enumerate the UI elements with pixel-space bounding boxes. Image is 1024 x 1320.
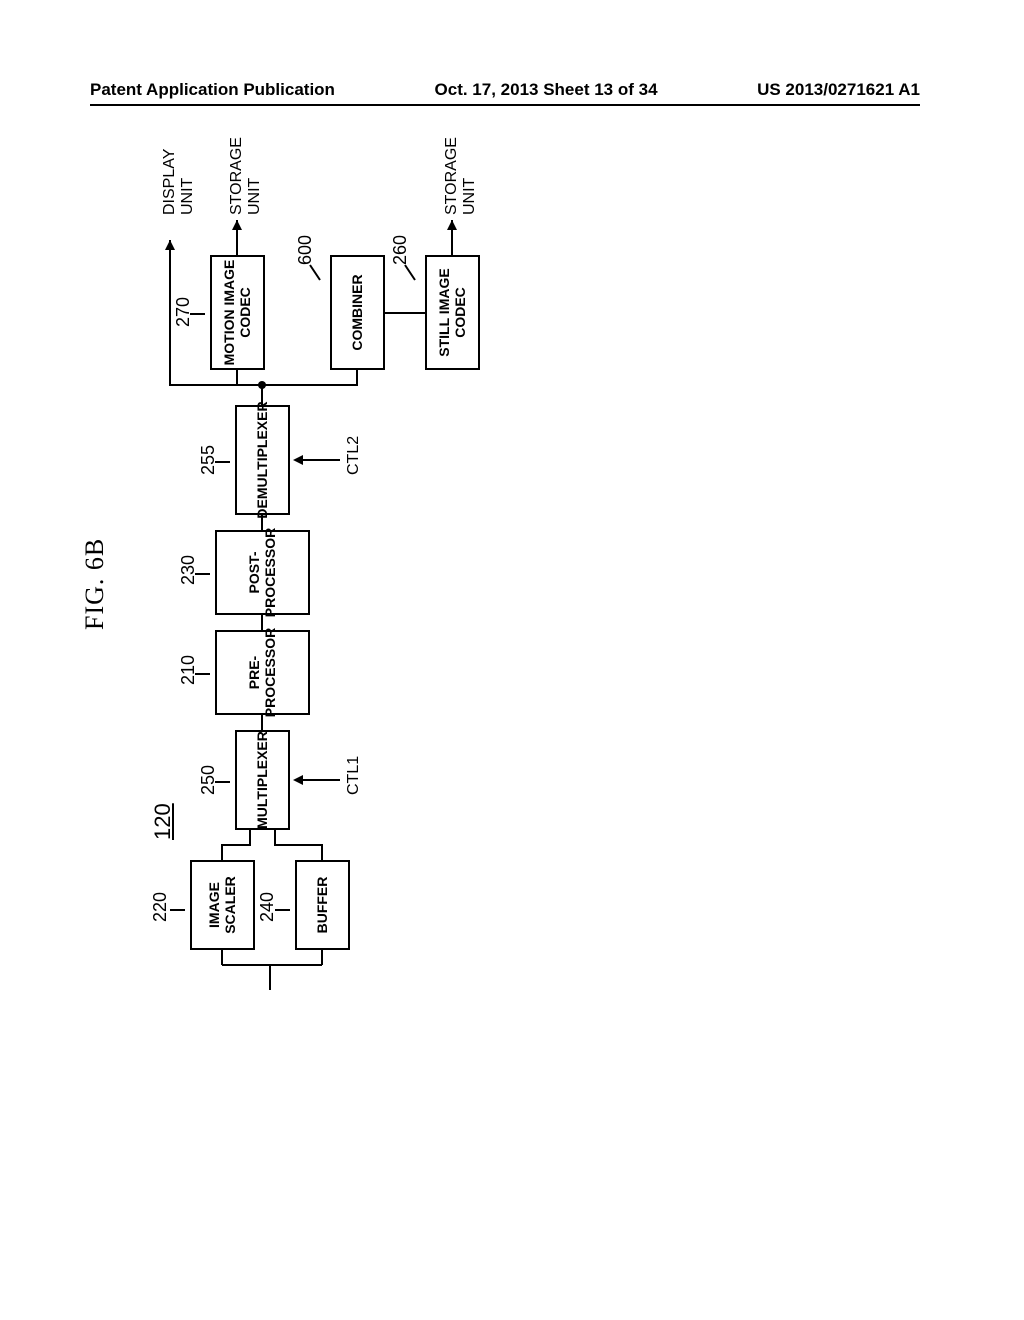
pre-processor-ref: 210	[178, 655, 199, 685]
motion-codec-block: MOTION IMAGE CODEC	[210, 255, 265, 370]
image-scaler-ref: 220	[150, 892, 171, 922]
ctl2-label: CTL2	[345, 436, 363, 475]
header-left: Patent Application Publication	[90, 80, 335, 100]
ctl1-label: CTL1	[345, 756, 363, 795]
storage-unit-2-label: STORAGE UNIT	[443, 137, 479, 215]
buffer-label: BUFFER	[315, 877, 330, 934]
post-processor-block: POST- PROCESSOR	[215, 530, 310, 615]
storage-unit-1-label: STORAGE UNIT	[228, 137, 264, 215]
pre-processor-label: PRE- PROCESSOR	[247, 628, 278, 717]
motion-codec-ref: 270	[173, 297, 194, 327]
page: Patent Application Publication Oct. 17, …	[90, 80, 920, 1200]
still-codec-block: STILL IMAGE CODEC	[425, 255, 480, 370]
header-right: US 2013/0271621 A1	[757, 80, 920, 100]
buffer-ref: 240	[257, 892, 278, 922]
diagram: FIG. 6B 120	[90, 180, 1024, 1010]
image-scaler-block: IMAGE SCALER	[190, 860, 255, 950]
multiplexer-block: MULTIPLEXER	[235, 730, 290, 830]
still-codec-label: STILL IMAGE CODEC	[437, 268, 468, 356]
demultiplexer-block: DEMULTIPLEXER	[235, 405, 290, 515]
combiner-block: COMBINER	[330, 255, 385, 370]
display-unit-label: DISPLAY UNIT	[161, 149, 197, 215]
post-processor-ref: 230	[178, 555, 199, 585]
motion-codec-label: MOTION IMAGE CODEC	[222, 260, 253, 366]
image-scaler-label: IMAGE SCALER	[207, 876, 238, 934]
pre-processor-block: PRE- PROCESSOR	[215, 630, 310, 715]
post-processor-label: POST- PROCESSOR	[247, 528, 278, 617]
multiplexer-label: MULTIPLEXER	[255, 731, 270, 829]
multiplexer-ref: 250	[198, 765, 219, 795]
demultiplexer-label: DEMULTIPLEXER	[255, 401, 270, 518]
page-header: Patent Application Publication Oct. 17, …	[90, 80, 920, 106]
still-codec-ref: 260	[390, 235, 411, 265]
combiner-label: COMBINER	[350, 274, 365, 350]
combiner-ref: 600	[295, 235, 316, 265]
buffer-block: BUFFER	[295, 860, 350, 950]
demultiplexer-ref: 255	[198, 445, 219, 475]
header-center: Oct. 17, 2013 Sheet 13 of 34	[435, 80, 658, 100]
